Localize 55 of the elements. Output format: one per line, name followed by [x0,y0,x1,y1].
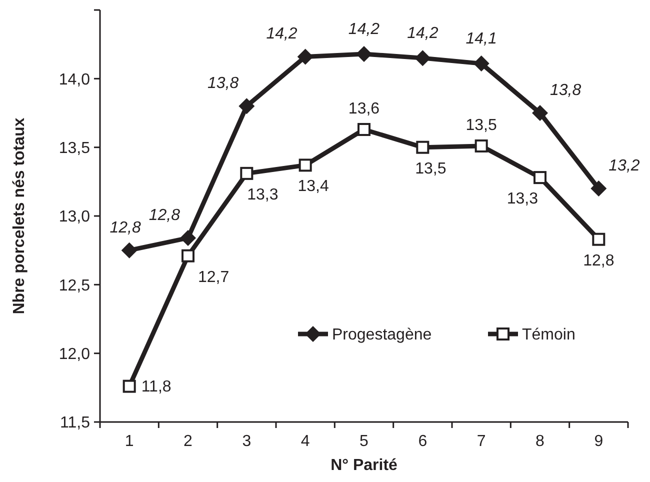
y-tick-label: 14,0 [58,71,90,88]
data-label: 13,4 [298,178,330,196]
data-label: 12,7 [198,268,230,286]
point [358,122,370,136]
point [180,230,196,246]
point [532,105,548,121]
data-label: 13,8 [550,82,582,99]
x-tick-label: 1 [124,433,134,450]
point [474,139,488,152]
y-axis-title: Nbre porcelets nés totaux [11,118,28,314]
point [182,249,194,262]
point [416,140,430,154]
point [592,232,606,246]
data-label: 14,1 [466,30,497,48]
legend-label: Progestagène [332,326,432,344]
data-label: 14,2 [348,20,380,38]
point [297,48,314,65]
point [590,180,607,197]
data-label: 11,8 [141,378,172,396]
data-label: 13,3 [247,186,278,204]
x-tick-label: 9 [594,433,604,450]
data-label: 13,5 [415,160,446,178]
data-label: 13,5 [466,116,498,134]
data-label: 13,3 [506,190,538,208]
y-tick-label: 11,5 [60,414,90,432]
data-label: 13,6 [348,100,380,118]
y-tick-label: 12,5 [58,277,90,294]
data-label: 13,2 [608,158,640,175]
point [121,242,138,258]
x-tick-label: 3 [242,433,252,450]
data-label: 12,8 [583,252,614,270]
data-label: 12,8 [148,206,180,224]
y-tick-label: 13,5 [58,140,90,157]
point [356,46,372,62]
data-label: 13,8 [208,75,239,92]
point [122,380,136,393]
point [473,56,490,72]
data-label: 14,2 [407,25,438,42]
x-axis-title: N° Parité [330,457,398,474]
x-tick-label: 7 [476,433,486,450]
point [238,98,255,114]
point [534,171,546,184]
point [240,166,254,180]
y-tick-label: 13,0 [58,208,90,226]
x-tick-label: 4 [300,433,310,450]
x-tick-label: 2 [184,433,193,450]
point [298,158,312,172]
x-tick-label: 8 [536,433,545,450]
x-tick-label: 6 [418,433,428,450]
data-label: 14,2 [266,26,298,43]
data-label: 12,8 [110,219,142,236]
legend-label: Témoin [522,326,576,344]
y-tick-label: 12,0 [58,346,90,363]
point [414,50,431,66]
x-tick-label: 5 [360,433,369,450]
